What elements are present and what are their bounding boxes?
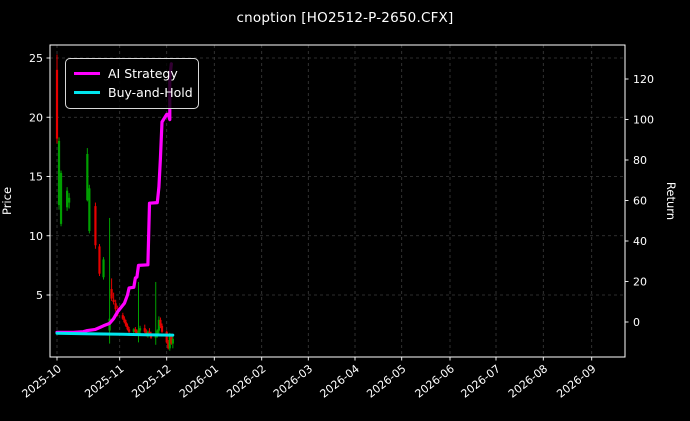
price-tick-label: 25: [29, 52, 43, 65]
candle-body: [171, 338, 174, 344]
candle-body: [121, 315, 124, 319]
candle-body: [110, 289, 113, 299]
chart-title: cnoption [HO2512-P-2650.CFX]: [236, 10, 454, 26]
price-tick-label: 20: [29, 111, 43, 124]
candle-body: [137, 330, 140, 335]
date-tick-label: 2026-08: [506, 362, 550, 401]
candle-body: [88, 188, 91, 232]
return-tick-label: 40: [633, 235, 647, 248]
legend-item-buy-and-hold: Buy-and-Hold: [74, 83, 193, 102]
candle-body: [126, 325, 129, 330]
candle-body: [57, 140, 61, 205]
candle-body: [156, 330, 159, 335]
gridlines: [50, 45, 625, 357]
candle-body: [134, 329, 137, 332]
candle-body: [165, 331, 168, 343]
return-tick-label: 0: [633, 316, 640, 329]
date-tick-label: 2026-06: [413, 362, 457, 401]
legend-label: AI Strategy: [108, 66, 178, 81]
candle-body: [135, 331, 139, 335]
date-tick-label: 2025-12: [129, 362, 173, 401]
candle-body: [66, 190, 69, 208]
date-tick-label: 2026-05: [364, 362, 408, 401]
candle-body: [132, 329, 135, 332]
date-tick-label: 2026-01: [177, 362, 221, 401]
return-tick-label: 60: [633, 195, 647, 208]
return-tick-label: 80: [633, 154, 647, 167]
y-axis-label-price: Price: [0, 186, 15, 216]
date-tick-label: 2025-11: [82, 362, 126, 401]
price-tick-label: 15: [29, 171, 43, 184]
candle-body: [148, 331, 151, 335]
candle-body: [86, 153, 89, 201]
ai-strategy-swatch: [74, 72, 100, 75]
candle-body: [123, 318, 126, 323]
y-axis-label-return: Return: [664, 181, 679, 221]
candle-body: [94, 206, 97, 246]
candle-body: [143, 328, 146, 332]
candle-body: [138, 328, 142, 331]
return-tick-label: 20: [633, 276, 647, 289]
candle-body: [124, 322, 128, 326]
candle-body: [157, 319, 160, 331]
legend-item-ai-strategy: AI Strategy: [74, 64, 188, 83]
candle-body: [128, 329, 131, 332]
price-tick-label: 10: [29, 230, 43, 243]
legend-label: Buy-and-Hold: [108, 85, 193, 100]
date-tick-label: 2025-10: [20, 362, 64, 401]
candle-body: [55, 69, 59, 139]
date-tick-label: 2026-03: [271, 362, 315, 401]
price-tick-label: 5: [36, 289, 43, 302]
buy-and-hold-swatch: [74, 91, 100, 94]
candle-body: [160, 325, 164, 332]
date-tick-label: 2026-04: [318, 362, 362, 401]
buy-and-hold-line: [55, 331, 175, 337]
date-tick-label: 2026-07: [459, 362, 503, 401]
candle-body: [98, 246, 101, 274]
date-tick-label: 2026-02: [224, 362, 268, 401]
candle-body: [112, 299, 115, 303]
date-tick-label: 2026-09: [554, 362, 598, 401]
plot-border: [49, 44, 626, 358]
candle-body: [68, 197, 71, 203]
candle-body: [170, 335, 173, 344]
axis-ticks: [46, 57, 629, 361]
candle-body: [159, 319, 162, 326]
candle-body: [59, 172, 63, 224]
legend: AI Strategy Buy-and-Hold: [65, 58, 199, 109]
candle-body: [168, 335, 171, 349]
ai-strategy-line: [55, 62, 173, 334]
candle-body: [167, 342, 170, 349]
candle-body: [114, 303, 117, 310]
return-tick-label: 100: [633, 114, 654, 127]
candle-body: [102, 259, 105, 278]
return-tick-label: 120: [633, 73, 654, 86]
